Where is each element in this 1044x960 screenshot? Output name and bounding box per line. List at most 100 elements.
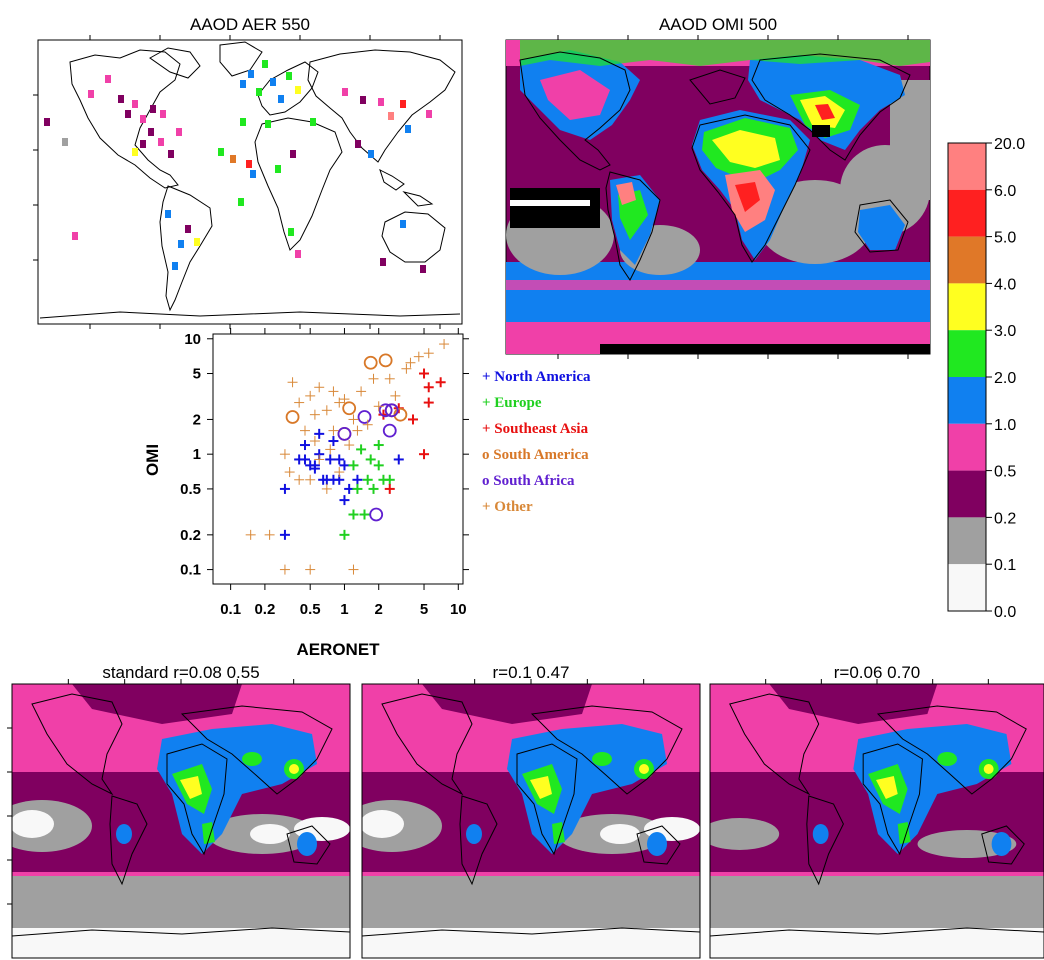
scatter-point (401, 363, 412, 374)
scatter-points (245, 339, 450, 575)
x-tick-label: 1 (340, 601, 348, 618)
scatter-point (348, 414, 359, 425)
scatter-point (309, 463, 320, 474)
y-tick-label: 0.2 (180, 527, 201, 544)
scatter-point (328, 436, 339, 447)
colorbar-label: 1.0 (994, 417, 1016, 434)
map-aer-ticks (33, 35, 441, 329)
scatter-point (378, 403, 393, 418)
scatter-point (373, 440, 384, 451)
colorbar-segment (948, 143, 986, 190)
colorbar-label: 0.1 (994, 557, 1016, 574)
colorbar-label: 0.2 (994, 510, 1016, 527)
colorbar-label: 6.0 (994, 183, 1016, 200)
scatter-point (314, 428, 325, 439)
scatter-point (339, 495, 350, 506)
scatter-legend: + North America + Europe + Southeast Asia o… (482, 369, 591, 515)
scatter-point (299, 440, 310, 451)
scatter-point (264, 529, 275, 540)
scatter-point (419, 449, 430, 460)
x-tick-label: 0.5 (300, 601, 321, 618)
scatter-point (348, 564, 359, 575)
scatter-point (309, 409, 320, 420)
scatter-point (328, 425, 339, 436)
x-tick-label: 2 (375, 601, 383, 618)
scatter-point (285, 410, 300, 424)
colorbar-label: 0.0 (994, 604, 1016, 621)
scatter-point (279, 483, 290, 494)
x-tick-label: 0.1 (220, 601, 241, 618)
colorbar-segment (948, 423, 986, 471)
map-omi-title: AAOD OMI 500 (659, 15, 777, 34)
scatter-point (423, 382, 434, 393)
scatter-point (393, 454, 404, 465)
map-aer-coastlines (39, 41, 461, 319)
legend-entry: o South Africa (482, 473, 575, 489)
scatter-point (363, 355, 378, 370)
colorbar-segment (948, 470, 986, 518)
scatter-point (359, 509, 370, 520)
colorbar-label: 20.0 (994, 136, 1025, 153)
scatter-point (384, 483, 395, 494)
scatter-point (339, 460, 350, 471)
legend-entry: + Southeast Asia (482, 421, 589, 437)
colorbar-segment (948, 330, 986, 377)
scatter-point (373, 401, 384, 412)
scatter-point (356, 444, 367, 455)
scatter-point (337, 426, 352, 441)
map-aer-title: AAOD AER 550 (190, 15, 310, 34)
scatter-point (325, 454, 336, 465)
scatter-xlabel: AERONET (296, 640, 380, 659)
map-aer-panel: AAOD AER 550 (33, 15, 463, 329)
colorbar: 20.0 6.0 5.0 4.0 3.0 2.0 1.0 0.5 0.2 0.1 0.0 (947, 136, 1025, 621)
model-maps: standard r=0.08 0.55 r=0.1 0.47 r=0.06 0.7… (7, 663, 1044, 959)
scatter-point (287, 377, 298, 388)
colorbar-label: 5.0 (994, 230, 1016, 247)
y-tick-label: 2 (193, 411, 201, 428)
scatter-point (352, 474, 363, 485)
scatter-point (309, 436, 320, 447)
scatter-point (284, 467, 295, 478)
scatter-point (352, 425, 363, 436)
map-omi-panel: AAOD OMI 500 (505, 15, 931, 359)
map-aer-stations (44, 60, 432, 273)
scatter-point (356, 386, 367, 397)
legend-entry: + Other (482, 499, 533, 515)
scatter-point (352, 483, 363, 494)
scatter-point (294, 474, 305, 485)
map-omi-coastlines (519, 51, 911, 281)
model-map-standard: standard r=0.08 0.55 (7, 663, 351, 959)
scatter-point (321, 483, 332, 494)
colorbar-label: 4.0 (994, 276, 1016, 293)
scatter-point (279, 529, 290, 540)
scatter-point (314, 454, 325, 465)
scatter-point (279, 564, 290, 575)
x-tick-label: 5 (420, 601, 428, 618)
scatter-point (390, 390, 401, 401)
scatter-point (384, 373, 395, 384)
y-tick-label: 5 (193, 366, 201, 383)
scatter-point (405, 357, 416, 368)
scatter-axes: 0.1 0.2 0.5 1 2 5 10 0.1 0.2 0.5 1 2 5 10 (180, 328, 469, 618)
legend-entry: + Europe (482, 395, 542, 411)
legend-entry: o South America (482, 447, 589, 463)
y-tick-label: 10 (184, 331, 201, 348)
scatter-point (365, 454, 376, 465)
scatter-point (368, 483, 379, 494)
map-omi-fields (506, 40, 930, 354)
scatter-point (334, 454, 345, 465)
scatter-point (407, 414, 418, 425)
scatter-point (294, 397, 305, 408)
scatter-point (368, 373, 379, 384)
scatter-point (348, 460, 359, 471)
scatter-point (378, 353, 393, 368)
y-tick-label: 0.5 (180, 481, 201, 498)
scatter-point (328, 386, 339, 397)
scatter-point (334, 397, 345, 408)
scatter-point (435, 377, 446, 388)
scatter-point (362, 474, 373, 485)
colorbar-label: 2.0 (994, 370, 1016, 387)
colorbar-segment (948, 564, 986, 611)
scatter-point (439, 339, 450, 350)
